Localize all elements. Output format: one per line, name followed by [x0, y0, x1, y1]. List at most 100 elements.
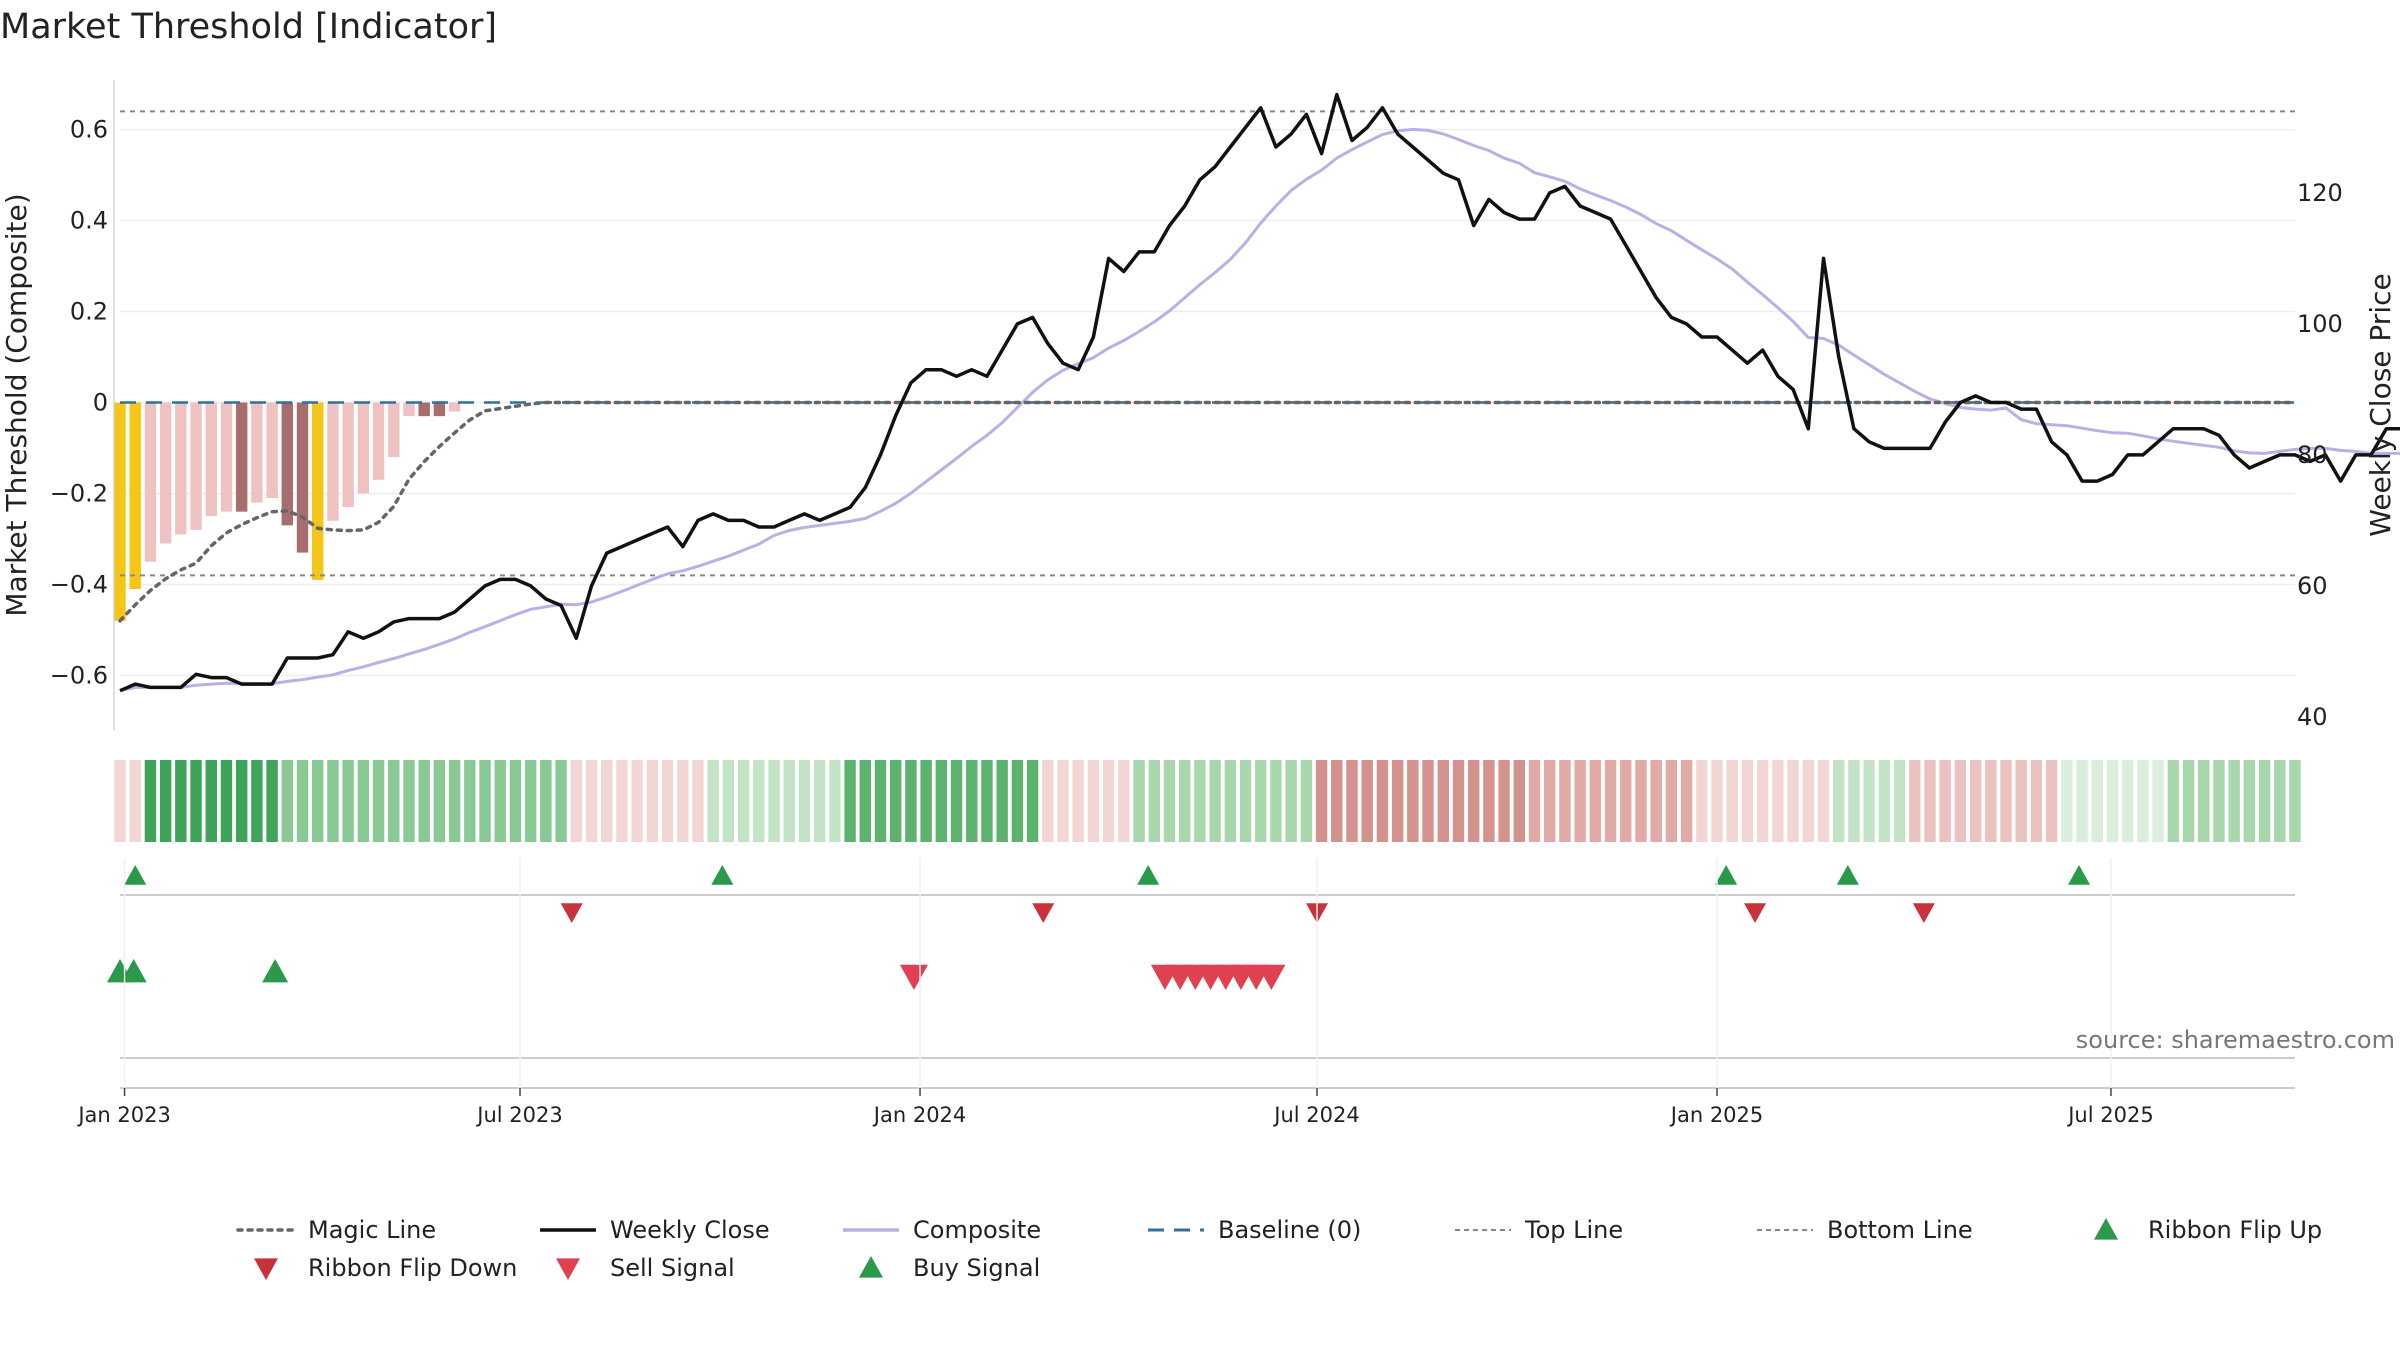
composite-bar [114, 402, 126, 621]
ribbon-cell [2289, 760, 2301, 842]
ribbon-cell [1848, 760, 1860, 842]
left-tick-label: −0.2 [50, 479, 108, 507]
ribbon-cell [524, 760, 537, 842]
ribbon-cell [1909, 760, 1921, 842]
ribbon-cell [874, 760, 887, 842]
ribbon-cell [205, 760, 217, 842]
series-lines [118, 92, 2400, 693]
ribbon-cell [1635, 760, 1647, 842]
buy-signal-marker [120, 959, 147, 983]
legend-item: Weekly Close [540, 1216, 770, 1244]
ribbon-flip-up-marker [124, 865, 147, 885]
composite-bar [372, 402, 385, 480]
ribbon-cell [935, 760, 948, 842]
x-tick-label: Jul 2024 [1272, 1103, 1359, 1127]
ribbon-cell [403, 760, 415, 842]
ribbon-cell [585, 760, 598, 842]
ribbon-flip-up-marker [1836, 865, 1859, 885]
legend-item: Magic Line [236, 1216, 436, 1244]
ribbon-cell [1315, 760, 1328, 842]
ribbon-cell [251, 760, 263, 842]
ribbon-cell [1467, 760, 1480, 842]
x-tick-label: Jan 2024 [872, 1103, 967, 1127]
composite-bar [266, 402, 278, 499]
ribbon-cell [1589, 760, 1602, 842]
composite-bar [433, 402, 446, 417]
composite-bar [205, 402, 217, 517]
ribbon-cell [1285, 760, 1297, 842]
composite-bar [281, 402, 294, 526]
ribbon-cell [1833, 760, 1845, 842]
legend-label: Ribbon Flip Down [308, 1254, 517, 1282]
magic-line [118, 400, 2297, 623]
ribbon-cell [2121, 760, 2134, 842]
reference-lines [120, 110, 2295, 577]
ribbon-cell [1893, 760, 1906, 842]
legend-label: Baseline (0) [1218, 1216, 1361, 1244]
legend-swatch [2094, 1218, 2118, 1240]
ribbon-cell [540, 760, 552, 842]
ribbon-cell [859, 760, 871, 842]
ribbon-cell [1924, 760, 1936, 842]
legend-label: Buy Signal [913, 1254, 1040, 1282]
composite-bar [342, 402, 354, 508]
ribbon-cell [1361, 760, 1373, 842]
ribbon-cell [1604, 760, 1617, 842]
composite-bar [159, 402, 172, 544]
ribbon-cell [1863, 760, 1875, 842]
composite-bar [327, 402, 339, 521]
ribbon-cell [692, 760, 704, 842]
ribbon-cell [2274, 760, 2286, 842]
ribbon-cell [159, 760, 172, 842]
ribbon-cell [1665, 760, 1678, 842]
x-tick-label: Jul 2023 [475, 1103, 562, 1127]
source-note: source: sharemaestro.com [2076, 1026, 2395, 1054]
composite-bar [220, 402, 233, 512]
legend-swatch [556, 1258, 580, 1280]
ribbon-cell [813, 760, 826, 842]
ribbon-cell [1042, 760, 1054, 842]
sell-signal-marker [899, 964, 928, 990]
ribbon-cell [235, 760, 248, 842]
ribbon-cell [555, 760, 567, 842]
ribbon-cell [1878, 760, 1891, 842]
ribbon-cell [1102, 760, 1115, 842]
ribbon-cell [2061, 760, 2073, 842]
ribbon-cell [175, 760, 187, 842]
ribbon-cell [1026, 760, 1039, 842]
composite-bar [190, 402, 202, 530]
ribbon-cell [1224, 760, 1237, 842]
ribbon-cell [1072, 760, 1084, 842]
ribbon-cell [1772, 760, 1784, 842]
ribbon-cell [601, 760, 613, 842]
ribbon-cell [1163, 760, 1176, 842]
ribbon-cell [144, 760, 157, 842]
ribbon-cell [433, 760, 446, 842]
ribbon-cell [1498, 760, 1510, 842]
ribbon-cell [281, 760, 294, 842]
ribbon-cell [2152, 760, 2164, 842]
ribbon-cell [844, 760, 856, 842]
right-tick-label: 80 [2297, 441, 2328, 469]
ribbon-cell [631, 760, 643, 842]
ribbon-cell [798, 760, 811, 842]
legend-item: Sell Signal [556, 1254, 735, 1282]
ribbon-cell [357, 760, 370, 842]
ribbon-cell [737, 760, 750, 842]
ribbon-strip [114, 760, 2301, 842]
ribbon-cell [753, 760, 765, 842]
ribbon-cell [722, 760, 735, 842]
ribbon-cell [661, 760, 674, 842]
legend-label: Composite [913, 1216, 1041, 1244]
ribbon-cell [1194, 760, 1206, 842]
ribbon-cell [342, 760, 354, 842]
ribbon-cell [1985, 760, 1997, 842]
ribbon-cell [2137, 760, 2149, 842]
ribbon-cell [905, 760, 917, 842]
ribbon-cell [2091, 760, 2103, 842]
left-tick-label: 0 [93, 389, 108, 417]
ribbon-cell [1255, 760, 1267, 842]
ribbon-cell [372, 760, 385, 842]
